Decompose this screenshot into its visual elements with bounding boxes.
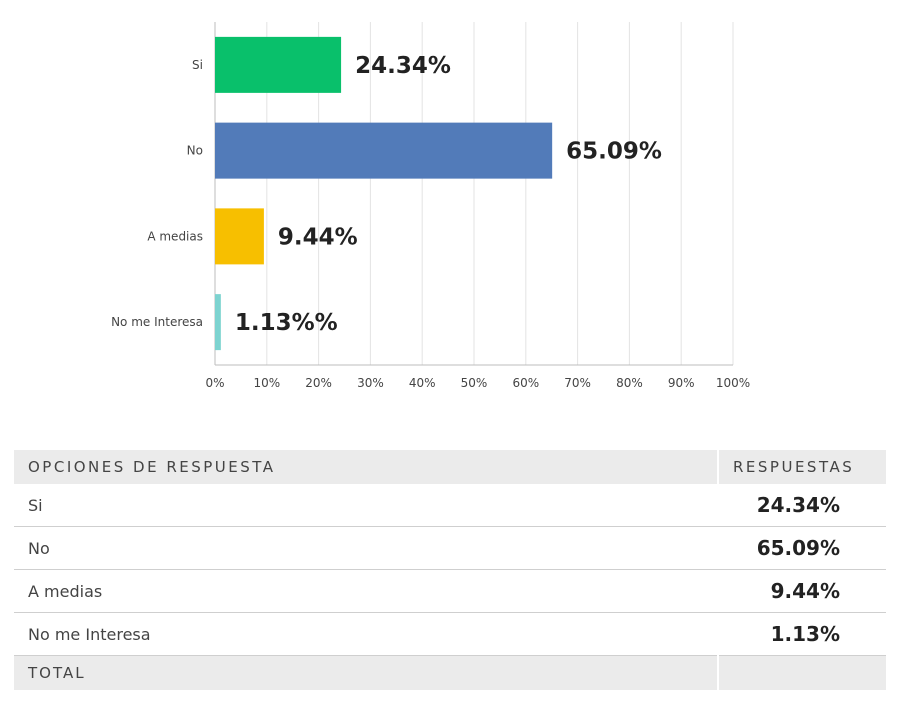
row-value: 9.44%: [718, 569, 886, 613]
bar: [215, 208, 264, 265]
table-header-row: OPCIONES DE RESPUESTA RESPUESTAS: [14, 450, 886, 484]
header-options: OPCIONES DE RESPUESTA: [14, 450, 718, 484]
data-label: 24.34%: [355, 53, 451, 79]
category-label: A medias: [147, 229, 203, 243]
total-label: TOTAL: [14, 655, 718, 690]
row-value: 65.09%: [718, 526, 886, 570]
row-option: No me Interesa: [14, 612, 718, 656]
bar: [215, 36, 342, 93]
x-tick-label: 30%: [357, 376, 384, 390]
row-value: 1.13%: [718, 612, 886, 656]
x-tick-label: 20%: [305, 376, 332, 390]
x-tick-label: 60%: [512, 376, 539, 390]
header-responses: RESPUESTAS: [717, 450, 886, 484]
data-label: 65.09%: [566, 139, 662, 165]
x-tick-label: 0%: [205, 376, 224, 390]
x-tick-label: 50%: [461, 376, 488, 390]
data-label: 1.13%%: [235, 310, 338, 336]
bar-chart: 0% 10% 20% 30% 40% 50% 60% 70% 80% 90% 100% Si 24.34…: [111, 22, 750, 390]
bar: [215, 294, 221, 351]
table-row: Si 24.34%: [14, 484, 886, 527]
data-label: 9.44%: [278, 224, 358, 250]
x-tick-label: 40%: [409, 376, 436, 390]
row-option: A medias: [14, 569, 718, 613]
total-value: [717, 655, 886, 690]
responses-table: OPCIONES DE RESPUESTA RESPUESTAS Si 24.3…: [14, 450, 886, 690]
table-row: No me Interesa 1.13%: [14, 612, 886, 656]
category-label: Si: [192, 58, 203, 72]
table-row: A medias 9.44%: [14, 569, 886, 613]
row-option: Si: [14, 484, 718, 527]
x-tick-label: 70%: [564, 376, 591, 390]
row-value: 24.34%: [718, 484, 886, 527]
bar: [215, 122, 553, 179]
row-option: No: [14, 526, 718, 570]
category-label: No me Interesa: [111, 315, 203, 329]
x-tick-label: 80%: [616, 376, 643, 390]
category-label: No: [187, 144, 203, 158]
table-row: No 65.09%: [14, 526, 886, 570]
table-total-row: TOTAL: [14, 655, 886, 690]
x-tick-label: 10%: [253, 376, 280, 390]
x-tick-label: 100%: [716, 376, 750, 390]
x-tick-label: 90%: [668, 376, 695, 390]
